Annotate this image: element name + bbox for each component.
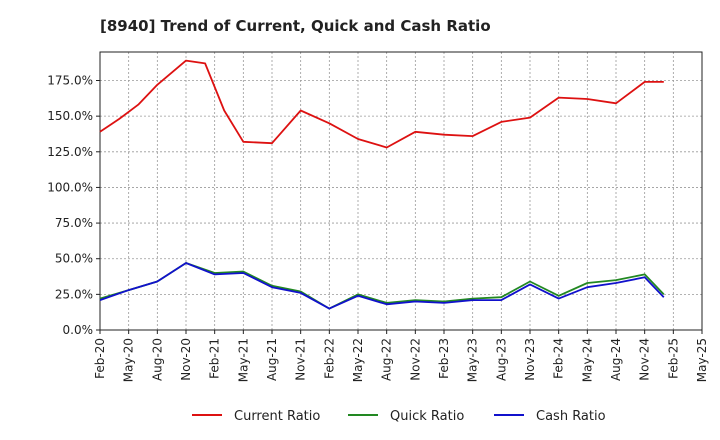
legend-label-cash-ratio: Cash Ratio xyxy=(536,409,606,424)
plot-area-border xyxy=(99,51,703,331)
x-tick-label: Feb-22 xyxy=(322,338,336,379)
x-tick-label: Aug-22 xyxy=(380,338,394,381)
y-tick-label: 125.0% xyxy=(47,145,93,159)
x-tick-label: Feb-20 xyxy=(93,338,107,379)
y-axis: 0.0% 25.0% 50.0% 75.0% 100.0% 125.0% 150.0% 175… xyxy=(47,74,100,337)
x-tick-label: Feb-21 xyxy=(208,338,222,379)
x-tick-label: Aug-23 xyxy=(494,338,508,381)
x-tick-label: May-25 xyxy=(695,338,709,382)
series-line-cash-ratio xyxy=(99,262,665,310)
x-tick-label: Nov-22 xyxy=(408,338,422,381)
series-line-quick-ratio xyxy=(99,262,665,310)
x-tick-label: May-22 xyxy=(351,338,365,382)
grid xyxy=(100,52,703,330)
x-tick-label: Nov-24 xyxy=(638,338,652,381)
x-tick-label: May-24 xyxy=(580,338,594,382)
x-tick-label: Nov-23 xyxy=(523,338,537,381)
y-tick-label: 75.0% xyxy=(55,216,93,230)
y-tick-label: 25.0% xyxy=(55,287,93,301)
x-tick-label: Nov-20 xyxy=(179,338,193,381)
x-axis: Feb-20 May-20 Aug-20 Nov-20 Feb-21 May-21 Aug-… xyxy=(93,330,709,382)
legend-label-quick-ratio: Quick Ratio xyxy=(390,409,464,424)
x-tick-label: Aug-24 xyxy=(609,338,623,381)
legend-label-current-ratio: Current Ratio xyxy=(234,409,320,424)
chart-title: [8940] Trend of Current, Quick and Cash … xyxy=(100,17,491,35)
x-tick-label: Feb-23 xyxy=(437,338,451,379)
x-tick-label: Aug-20 xyxy=(150,338,164,381)
x-tick-label: Nov-21 xyxy=(294,338,308,381)
x-tick-label: May-21 xyxy=(236,338,250,382)
series-lines xyxy=(99,59,665,310)
x-tick-label: May-20 xyxy=(122,338,136,382)
x-tick-label: Feb-24 xyxy=(552,338,566,379)
y-tick-label: 0.0% xyxy=(63,323,94,337)
x-tick-label: Feb-25 xyxy=(666,338,680,379)
y-tick-label: 100.0% xyxy=(47,180,93,194)
y-tick-label: 175.0% xyxy=(47,74,93,88)
series-line-current-ratio xyxy=(99,59,664,149)
x-tick-label: May-23 xyxy=(466,338,480,382)
y-tick-label: 50.0% xyxy=(55,252,93,266)
legend: Current Ratio Quick Ratio Cash Ratio xyxy=(192,409,606,424)
y-tick-label: 150.0% xyxy=(47,109,93,123)
x-tick-label: Aug-21 xyxy=(265,338,279,381)
